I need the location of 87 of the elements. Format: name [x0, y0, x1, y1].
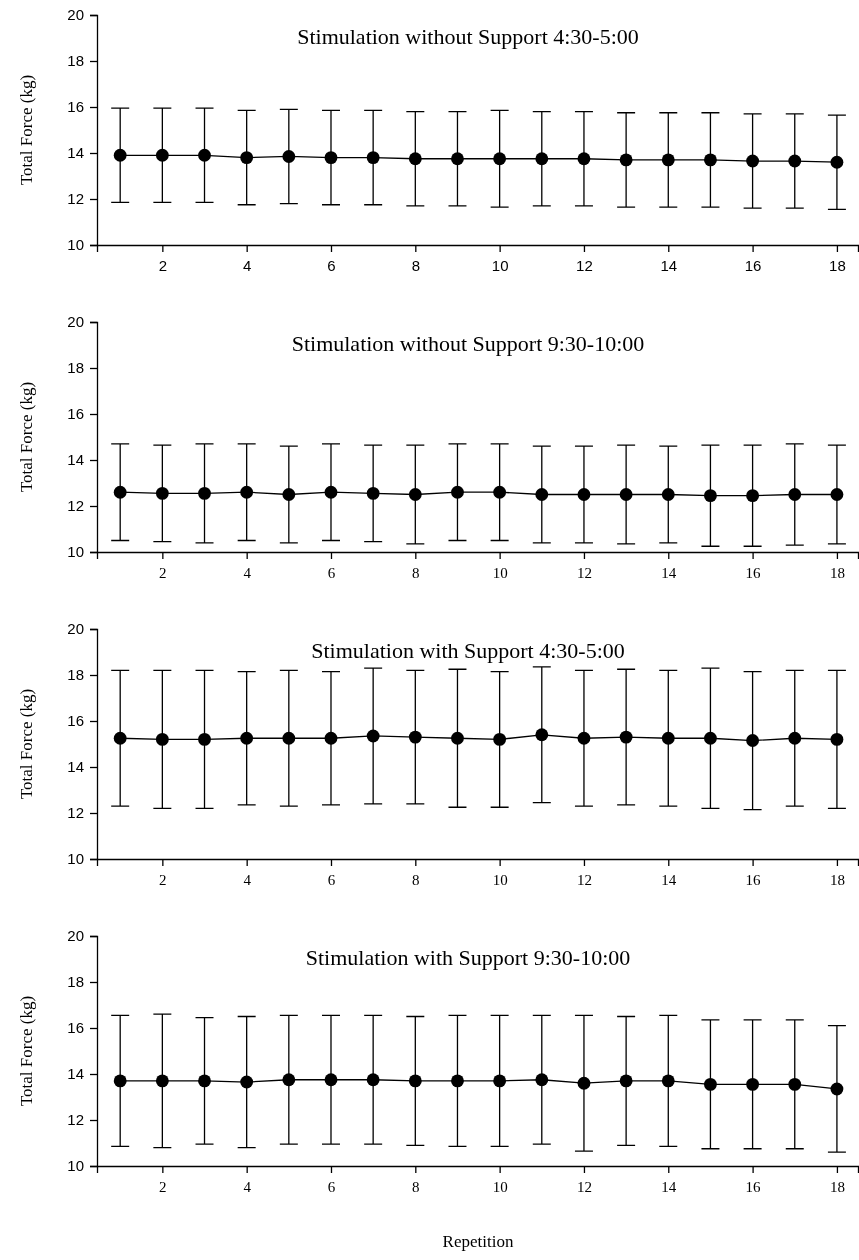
y-tick-label: 10: [67, 543, 84, 561]
y-tick-label: 18: [67, 359, 84, 377]
y-tick-label: 12: [67, 1111, 84, 1129]
y-tick-label: 16: [67, 712, 84, 730]
y-tick-label: 14: [67, 451, 84, 469]
x-tick-label: 6: [327, 564, 336, 581]
y-axis-title: Total Force (kg): [17, 995, 36, 1107]
point: [788, 154, 802, 168]
x-tick-label: 10: [492, 564, 508, 581]
x-tick-label: 2: [158, 256, 168, 274]
y-tick-label: 18: [67, 973, 84, 991]
x-tick-label: 8: [412, 871, 420, 888]
y-tick-label: 18: [67, 52, 84, 70]
x-tick-label: 16: [745, 1178, 762, 1195]
x-tick-label: 2: [159, 871, 167, 888]
x-tick-label: 4: [243, 871, 252, 888]
x-tick-label: 18: [829, 1178, 845, 1195]
point: [619, 153, 633, 167]
y-tick-label: 16: [67, 1019, 84, 1037]
x-tick-label: 4: [243, 256, 252, 274]
x-axis-title: Repetition: [442, 1232, 514, 1251]
y-tick-label: 20: [67, 620, 84, 638]
y-tick-label: 12: [67, 804, 84, 822]
x-tick-label: 14: [661, 871, 677, 888]
chart-title: Stimulation with Support 4:30-5:00: [311, 638, 625, 663]
point: [324, 151, 338, 165]
point: [198, 148, 211, 162]
point: [577, 152, 591, 166]
x-tick-label: 6: [327, 1178, 336, 1195]
point: [661, 153, 675, 167]
x-tick-label: 12: [576, 871, 592, 888]
x-tick-label: 10: [492, 871, 508, 888]
y-tick-label: 12: [67, 497, 84, 515]
y-tick-label: 20: [67, 6, 84, 24]
x-tick-label: 2: [159, 1178, 167, 1195]
y-tick-label: 10: [67, 236, 84, 254]
y-tick-label: 18: [67, 666, 84, 684]
point: [240, 151, 254, 165]
point: [451, 152, 464, 166]
x-tick-label: 16: [744, 256, 762, 274]
x-tick-label: 10: [491, 256, 509, 274]
point: [535, 152, 549, 166]
point: [282, 150, 296, 163]
y-tick-label: 14: [67, 1065, 84, 1083]
x-tick-label: 16: [745, 871, 762, 888]
y-tick-label: 16: [67, 98, 84, 116]
x-tick-label: 4: [243, 1178, 252, 1195]
x-tick-label: 18: [829, 256, 846, 274]
point: [408, 152, 422, 166]
x-tick-label: 12: [576, 1178, 592, 1195]
x-tick-label: 10: [492, 1178, 508, 1195]
y-tick-label: 20: [67, 313, 84, 331]
x-tick-label: 8: [411, 256, 420, 274]
x-tick-label: 8: [412, 1178, 420, 1195]
point: [493, 152, 507, 166]
point: [155, 148, 169, 162]
point: [113, 148, 127, 162]
y-tick-label: 10: [67, 850, 84, 868]
x-tick-label: 14: [661, 564, 677, 581]
chart-title: Stimulation without Support 9:30-10:00: [291, 331, 645, 356]
y-axis-title: Total Force (kg): [17, 74, 36, 186]
x-tick-label: 12: [576, 256, 593, 274]
point: [746, 154, 760, 168]
y-axis-title: Total Force (kg): [17, 381, 36, 493]
y-axis-title: Total Force (kg): [17, 688, 36, 800]
x-tick-label: 16: [745, 564, 762, 581]
point: [830, 155, 844, 169]
y-tick-label: 14: [67, 758, 84, 776]
y-tick-label: 12: [67, 190, 84, 208]
y-tick-label: 20: [67, 927, 84, 945]
y-tick-label: 16: [67, 405, 84, 423]
chart-title: Stimulation with Support 9:30-10:00: [305, 945, 631, 970]
x-tick-label: 14: [660, 256, 678, 274]
x-tick-label: 2: [159, 564, 167, 581]
x-tick-label: 6: [327, 871, 336, 888]
chart-title: Stimulation without Support 4:30-5:00: [297, 24, 639, 49]
x-tick-label: 14: [661, 1178, 677, 1195]
x-tick-label: 6: [327, 256, 336, 274]
y-tick-label: 14: [67, 144, 84, 162]
x-tick-label: 8: [412, 564, 420, 581]
point: [366, 151, 380, 165]
y-tick-label: 10: [67, 1157, 84, 1175]
x-tick-label: 18: [829, 564, 845, 581]
x-tick-label: 12: [576, 564, 592, 581]
x-tick-label: 18: [829, 871, 845, 888]
point: [704, 153, 717, 167]
x-tick-label: 4: [243, 564, 252, 581]
